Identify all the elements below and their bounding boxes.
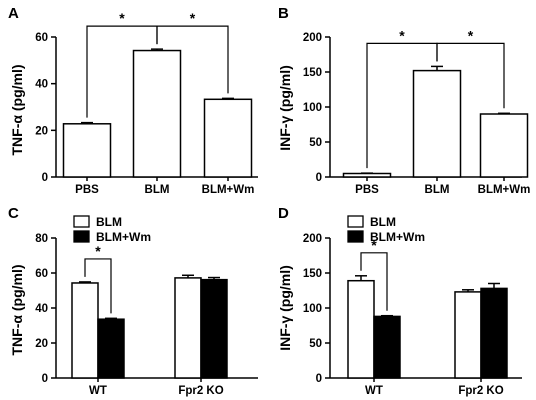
panel-d-bar (480, 287, 508, 379)
panel-c-y-tick-label: 80 (35, 233, 48, 245)
panel-b-bar (412, 69, 462, 178)
panel-d-y-tick-label: 0 (316, 373, 322, 385)
panel-c-category-label: WT (89, 385, 107, 397)
panel-c-bar (97, 318, 125, 379)
panel-c-significance-star: * (95, 243, 101, 259)
panel-c: C TNF-α (pg/ml) 0 20 40 60 80 WT Fpr2 KO * BLMBL… (8, 205, 258, 397)
panel-c-y-tick-label: 0 (42, 373, 48, 385)
panel-d-bar (347, 279, 375, 379)
panel-b-bar (479, 113, 529, 178)
panel-c-bar (200, 278, 228, 379)
panel-a: A TNF-α (pg/ml) 0 20 40 60 PBS BLM BLM+Wm * * (8, 5, 258, 196)
panel-a-category-label: PBS (75, 184, 99, 196)
panel-d-y-tick-label: 150 (303, 268, 322, 280)
panel-b-y-tick-label: 50 (309, 137, 322, 149)
panel-b-category-label: BLM (425, 184, 450, 196)
panel-d-letter: D (278, 205, 289, 222)
panel-c-legend-swatch (73, 215, 90, 228)
panel-c-bar (71, 282, 99, 379)
panel-d-bar (454, 291, 482, 379)
panel-b-y-axis-title: INF-γ (pg/ml) (277, 65, 293, 151)
panel-d-category-label: Fpr2 KO (458, 385, 503, 397)
panel-a-category-label: BLM (145, 184, 170, 196)
panel-c-y-tick-label: 40 (35, 303, 48, 315)
panel-b-y-tick-label: 0 (316, 172, 322, 184)
panel-a-bar (132, 49, 182, 178)
panel-a-y-tick-label: 20 (35, 125, 48, 137)
panel-a-y-tick-label: 0 (42, 172, 48, 184)
panel-a-significance-bracket (156, 25, 229, 94)
panel-a-y-tick-label: 60 (35, 32, 48, 44)
panel-a-y-tick-label: 40 (35, 79, 48, 91)
panel-d-y-tick-label: 50 (309, 338, 322, 350)
panel-c-y-tick-label: 20 (35, 338, 48, 350)
panel-d-significance-bracket (360, 252, 388, 311)
panel-d-significance-star: * (371, 237, 377, 253)
panel-b-bar (342, 172, 392, 178)
panel-a-letter: A (8, 5, 19, 22)
panel-d-legend-swatch (347, 215, 364, 228)
panel-a-bar (62, 123, 112, 178)
panel-a-plot: 0 20 40 60 PBS BLM BLM+Wm * * (35, 10, 258, 196)
panel-c-legend-swatch (73, 230, 90, 243)
panel-c-legend-label: BLM+Wm (96, 230, 151, 244)
panel-b-significance-star: * (399, 27, 405, 43)
panel-b-significance-bracket (436, 42, 505, 109)
panel-a-y-axis-title: TNF-α (pg/ml) (9, 64, 25, 155)
panel-b-plot: 0 50 100 150 200 PBS BLM BLM+Wm * * (303, 27, 531, 196)
panel-b-letter: B (278, 5, 289, 22)
panel-c-legend-label: BLM (96, 215, 122, 229)
panel-d-category-label: WT (365, 385, 383, 397)
panel-c-bar (174, 277, 202, 379)
panel-b-significance-star: * (468, 27, 474, 43)
panel-d-legend-label: BLM (370, 215, 396, 229)
panel-b-category-label: BLM+Wm (478, 184, 531, 196)
panel-d-y-axis-title: INF-γ (pg/ml) (277, 265, 293, 351)
panel-d-y-tick-label: 100 (303, 303, 322, 315)
panel-a-significance-star: * (119, 10, 125, 26)
panel-c-category-label: Fpr2 KO (178, 385, 223, 397)
panel-d-bar (373, 315, 401, 379)
panel-b-y-tick-label: 100 (303, 102, 322, 114)
panel-c-letter: C (8, 205, 19, 222)
panel-b-y-tick-label: 200 (303, 32, 322, 44)
panel-a-bar (203, 98, 253, 178)
panel-a-category-label: BLM+Wm (202, 184, 255, 196)
panel-a-significance-star: * (190, 10, 196, 26)
panel-d-legend-swatch (347, 230, 364, 243)
panel-b-y-tick-label: 150 (303, 67, 322, 79)
panel-c-y-axis-title: TNF-α (pg/ml) (9, 264, 25, 355)
panel-c-y-tick-label: 60 (35, 268, 48, 280)
panel-b: B INF-γ (pg/ml) 0 50 100 150 200 PBS BLM BLM+Wm… (277, 5, 530, 196)
panel-b-category-label: PBS (355, 184, 379, 196)
panel-d-y-tick-label: 200 (303, 233, 322, 245)
panel-c-significance-bracket (84, 258, 112, 314)
panel-d-legend-label: BLM+Wm (370, 230, 425, 244)
